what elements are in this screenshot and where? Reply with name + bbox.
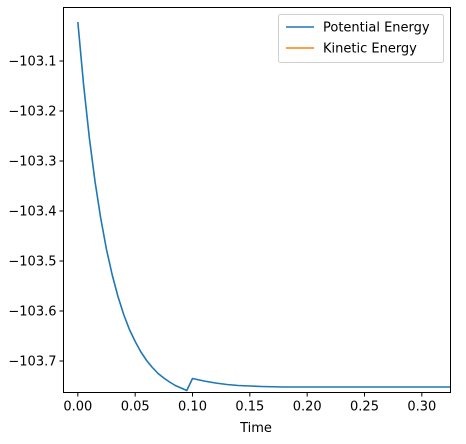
x-tick-label: 0.15: [235, 400, 264, 415]
y-tick-label: −103.1: [8, 55, 56, 70]
x-tick-label: 0.20: [293, 400, 322, 415]
legend-box: [278, 14, 444, 63]
y-tick-label: −103.2: [8, 105, 56, 120]
x-tick-label: 0.05: [121, 400, 150, 415]
series-line-potential-energy: [77, 21, 451, 392]
series-layer: [77, 21, 451, 392]
x-axis-label: Time: [239, 421, 272, 436]
x-tick-label: 0.30: [407, 400, 436, 415]
x-axis: 0.00 0.05 0.10 0.15 0.20 0.25 0.30: [63, 392, 436, 415]
y-tick-label: −103.3: [8, 155, 56, 170]
legend-label-kinetic-energy: Kinetic Energy: [323, 42, 417, 57]
y-tick-label: −103.7: [8, 355, 56, 370]
legend-label-potential-energy: Potential Energy: [323, 21, 430, 36]
x-tick-label: 0.00: [63, 400, 92, 415]
y-tick-label: −103.4: [8, 205, 56, 220]
plot-frame: [63, 7, 451, 393]
y-tick-label: −103.5: [8, 255, 56, 270]
x-tick-label: 0.25: [350, 400, 379, 415]
legend: Potential Energy Kinetic Energy: [278, 14, 444, 63]
y-axis: −103.1 −103.2 −103.3 −103.4 −103.5 −103.6 −103…: [8, 55, 64, 370]
x-tick-label: 0.10: [178, 400, 207, 415]
y-tick-label: −103.6: [8, 305, 56, 320]
